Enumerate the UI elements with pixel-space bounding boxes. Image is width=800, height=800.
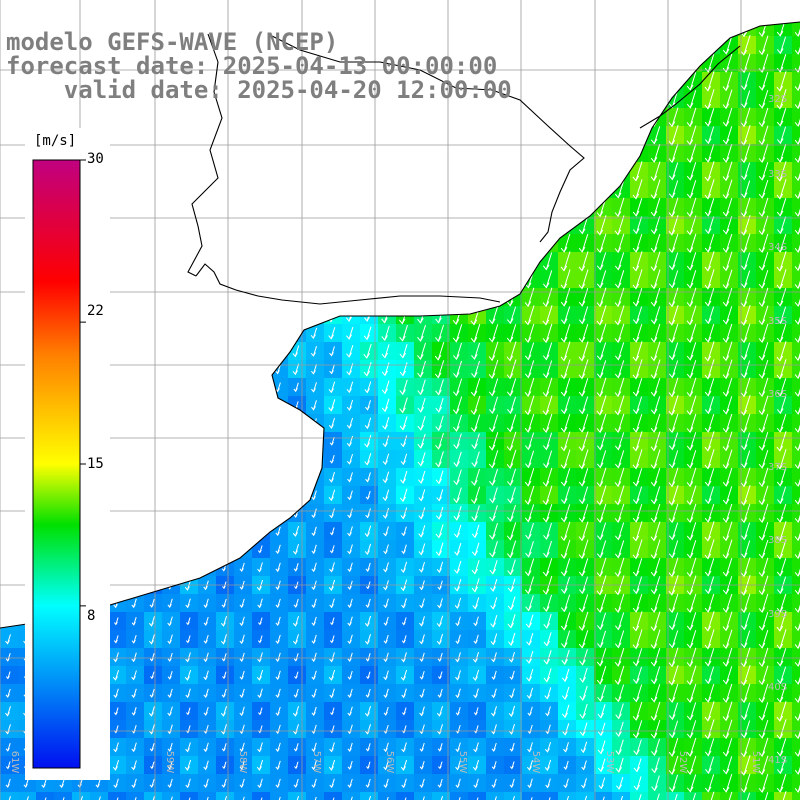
colorbar-tick-label: 22 <box>87 303 104 319</box>
wind-cell <box>792 288 800 307</box>
wind-cell <box>792 216 800 235</box>
title-line-2: forecast date: 2025-04-13 00:00:00 <box>6 52 498 80</box>
wind-cell <box>792 612 800 631</box>
longitude-label: 57W <box>311 751 322 774</box>
colorbar-gradient <box>32 159 81 769</box>
wind-cell <box>792 504 800 523</box>
latitude-label: 33S <box>768 169 787 180</box>
colorbar-unit: [m/s] <box>34 133 77 149</box>
wind-cell <box>792 324 800 343</box>
wind-cell <box>792 414 800 433</box>
wind-cell <box>792 90 800 109</box>
wind-cell <box>792 198 800 217</box>
longitude-label: 61W <box>9 751 20 774</box>
latitude-label: 40S <box>768 682 787 693</box>
wind-cell <box>792 162 800 181</box>
latitude-label: 39S <box>768 609 787 620</box>
longitude-label: 55W <box>457 751 468 774</box>
longitude-label: 52W <box>677 751 688 774</box>
wind-cell <box>792 234 800 253</box>
colorbar <box>25 128 110 780</box>
longitude-label: 56W <box>384 751 395 774</box>
wind-cell <box>792 396 800 415</box>
wind-cell <box>792 756 800 775</box>
wind-cell <box>792 648 800 667</box>
longitude-label: 58W <box>237 751 248 774</box>
wind-cell <box>792 180 800 199</box>
wind-cell <box>792 540 800 559</box>
wind-cell <box>792 72 800 91</box>
longitude-label: 59W <box>164 751 175 774</box>
wind-cell <box>792 36 800 55</box>
latitude-label: 34S <box>768 242 787 253</box>
latitude-label: 38S <box>768 535 787 546</box>
title-line-1: modelo GEFS-WAVE (NCEP) <box>6 28 339 56</box>
wind-cell <box>792 684 800 703</box>
wind-cell <box>774 22 793 37</box>
latitude-label: 37S <box>768 462 787 473</box>
wind-cell <box>792 378 800 397</box>
latitude-label: 35S <box>768 316 787 327</box>
wind-cell <box>792 432 800 451</box>
longitude-label: 51W <box>750 751 761 774</box>
wind-cell <box>792 108 800 127</box>
wind-cell <box>792 486 800 505</box>
colorbar-tick-label: 15 <box>87 456 104 472</box>
colorbar-tick-label: 8 <box>87 608 96 624</box>
wind-cell <box>792 270 800 289</box>
wind-cell <box>792 450 800 469</box>
wind-cell <box>792 702 800 721</box>
wind-cell <box>792 360 800 379</box>
colorbar-tick-label: 30 <box>87 151 104 167</box>
wind-cell <box>792 252 800 271</box>
wind-cell <box>792 720 800 739</box>
wind-cell <box>792 468 800 487</box>
latitude-label: 41S <box>768 755 787 766</box>
wind-cell <box>792 630 800 649</box>
latitude-label: 36S <box>768 389 787 400</box>
wind-cell <box>792 126 800 145</box>
latitude-label: 32S <box>768 94 787 105</box>
wind-cell <box>792 306 800 325</box>
title-line-3: valid date: 2025-04-20 12:00:00 <box>6 76 512 104</box>
wind-cell <box>792 522 800 541</box>
longitude-label: 54W <box>530 751 541 774</box>
wind-cell <box>792 792 800 800</box>
wind-cell <box>792 666 800 685</box>
wind-cell <box>792 558 800 577</box>
longitude-label: 53W <box>604 751 615 774</box>
wind-cell <box>792 342 800 361</box>
wind-cell <box>792 54 800 73</box>
wind-cell <box>792 594 800 613</box>
wind-cell <box>792 738 800 757</box>
wind-cell <box>792 144 800 163</box>
wind-cell <box>792 22 800 37</box>
